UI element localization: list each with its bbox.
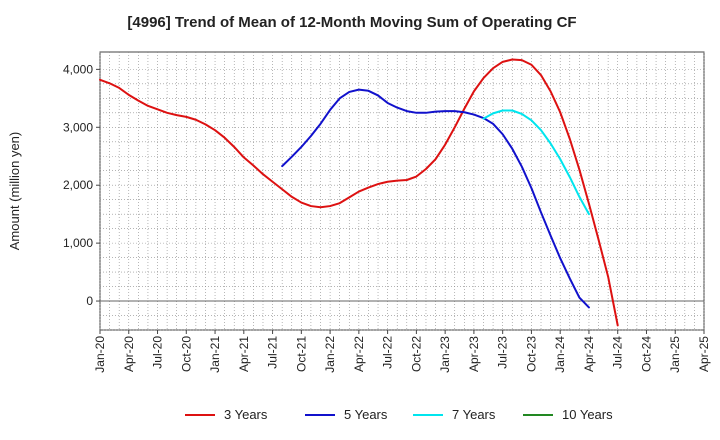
- y-axis-label: Amount (million yen): [7, 132, 22, 251]
- y-axis: 0 1,000 2,000 3,000 4,000: [63, 62, 100, 308]
- y-tick-label: 0: [86, 294, 93, 308]
- legend-label: 5 Years: [344, 407, 388, 422]
- x-tick-label: Jul-24: [611, 336, 625, 369]
- x-tick-label: Jul-23: [496, 336, 510, 369]
- x-axis: Jan-20 Apr-20 Jul-20 Oct-20 Jan-21 Apr-21 Jul-…: [93, 330, 711, 373]
- series-line-7-years: [482, 109, 590, 216]
- series-layer: [99, 58, 619, 327]
- x-tick-label: Jan-24: [553, 336, 567, 373]
- x-tick-label: Apr-21: [237, 336, 251, 372]
- x-tick-label: Jan-21: [208, 336, 222, 373]
- y-tick-label: 1,000: [63, 236, 93, 250]
- x-tick-label: Apr-22: [352, 336, 366, 372]
- y-tick-label: 2,000: [63, 178, 93, 192]
- x-tick-label: Oct-22: [409, 336, 423, 372]
- x-tick-label: Oct-20: [179, 336, 193, 372]
- x-tick-label: Jan-23: [438, 336, 452, 373]
- x-tick-label: Jul-21: [266, 336, 280, 369]
- x-tick-label: Apr-20: [122, 336, 136, 372]
- x-tick-label: Jan-22: [323, 336, 337, 373]
- legend-label: 3 Years: [224, 407, 268, 422]
- legend-label: 7 Years: [452, 407, 496, 422]
- legend-label: 10 Years: [562, 407, 613, 422]
- series-line-3-years: [99, 58, 619, 327]
- x-tick-label: Jan-25: [668, 336, 682, 373]
- y-tick-label: 3,000: [63, 120, 93, 134]
- legend: 3 Years 5 Years 7 Years 10 Years: [185, 407, 613, 422]
- plot-area: [99, 51, 705, 331]
- x-tick-label: Jul-22: [381, 336, 395, 369]
- x-tick-label: Oct-24: [639, 336, 653, 372]
- grid: [99, 52, 705, 331]
- x-tick-label: Oct-21: [294, 336, 308, 372]
- x-tick-label: Apr-24: [582, 336, 596, 372]
- series-line-5-years: [281, 88, 590, 309]
- y-tick-label: 4,000: [63, 62, 93, 76]
- x-tick-label: Jul-20: [151, 336, 165, 369]
- x-tick-label: Jan-20: [93, 336, 107, 373]
- x-tick-label: Oct-23: [524, 336, 538, 372]
- x-tick-label: Apr-25: [697, 336, 711, 372]
- x-tick-label: Apr-23: [467, 336, 481, 372]
- chart-title: [4996] Trend of Mean of 12-Month Moving …: [127, 14, 576, 31]
